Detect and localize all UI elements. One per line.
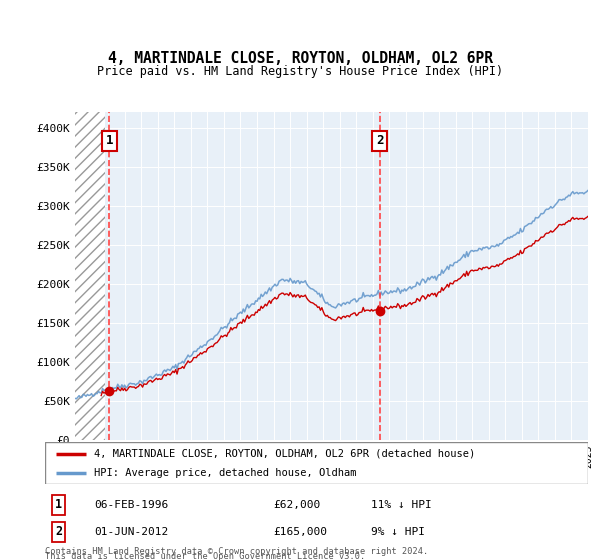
Text: 2: 2 bbox=[55, 525, 62, 538]
Text: 1: 1 bbox=[55, 498, 62, 511]
Text: HPI: Average price, detached house, Oldham: HPI: Average price, detached house, Oldh… bbox=[94, 468, 356, 478]
Text: Contains HM Land Registry data © Crown copyright and database right 2024.: Contains HM Land Registry data © Crown c… bbox=[45, 547, 428, 556]
Text: 4, MARTINDALE CLOSE, ROYTON, OLDHAM, OL2 6PR (detached house): 4, MARTINDALE CLOSE, ROYTON, OLDHAM, OL2… bbox=[94, 449, 475, 459]
Text: 2: 2 bbox=[376, 134, 383, 147]
FancyBboxPatch shape bbox=[45, 442, 588, 484]
Text: Price paid vs. HM Land Registry's House Price Index (HPI): Price paid vs. HM Land Registry's House … bbox=[97, 66, 503, 78]
Bar bbox=[75, 112, 104, 440]
Text: 01-JUN-2012: 01-JUN-2012 bbox=[94, 527, 168, 537]
Text: This data is licensed under the Open Government Licence v3.0.: This data is licensed under the Open Gov… bbox=[45, 552, 365, 560]
Text: 9% ↓ HPI: 9% ↓ HPI bbox=[371, 527, 425, 537]
Text: 4, MARTINDALE CLOSE, ROYTON, OLDHAM, OL2 6PR: 4, MARTINDALE CLOSE, ROYTON, OLDHAM, OL2… bbox=[107, 51, 493, 66]
Text: 1: 1 bbox=[106, 134, 113, 147]
Text: 11% ↓ HPI: 11% ↓ HPI bbox=[371, 500, 431, 510]
Text: £62,000: £62,000 bbox=[273, 500, 320, 510]
Text: £165,000: £165,000 bbox=[273, 527, 327, 537]
Text: 06-FEB-1996: 06-FEB-1996 bbox=[94, 500, 168, 510]
